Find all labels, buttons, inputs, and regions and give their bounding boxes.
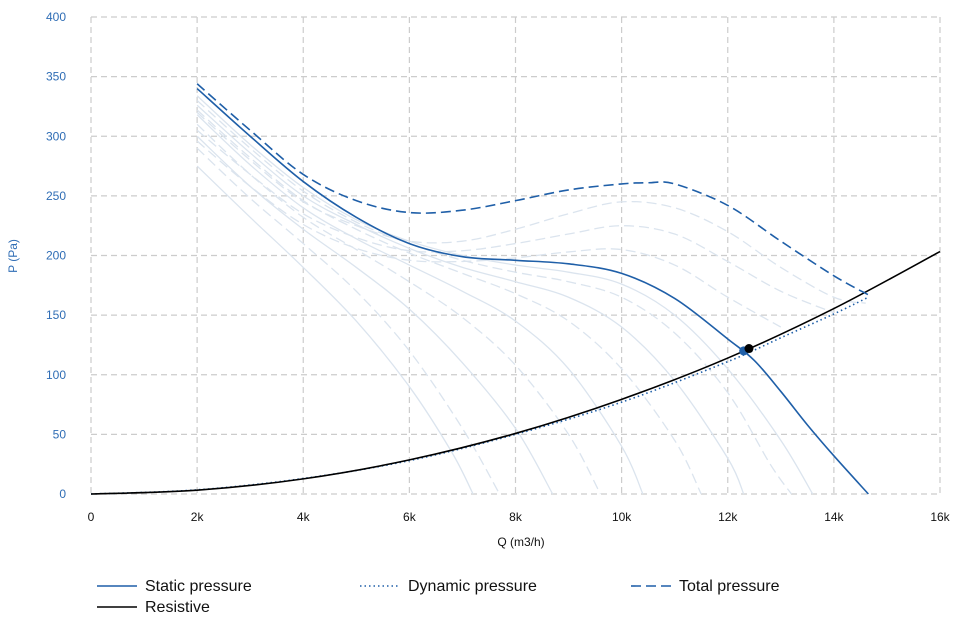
- y-tick-label: 100: [46, 368, 66, 382]
- background-curve: [196, 129, 835, 314]
- series-line-total-pressure: [196, 83, 869, 296]
- legend: Static pressure Dynamic pressure Total pre…: [97, 578, 780, 616]
- series-line-resistive: [90, 250, 941, 495]
- series-line-dynamic-pressure: [90, 296, 869, 495]
- x-axis-ticks: 0 2k 4k 6k 8k 10k 12k 14k 16k: [88, 510, 951, 524]
- y-tick-label: 0: [59, 487, 66, 501]
- x-tick-label: 6k: [403, 510, 417, 524]
- background-curve: [196, 114, 644, 495]
- background-curve: [196, 104, 745, 495]
- operating-points: [739, 344, 754, 356]
- legend-item-static-pressure: Static pressure: [97, 578, 252, 595]
- grid: [90, 16, 941, 495]
- series-line-static-pressure: [196, 87, 869, 495]
- x-axis-label: Q (m3/h): [497, 535, 544, 549]
- x-tick-label: 12k: [718, 510, 738, 524]
- background-curve: [196, 140, 782, 328]
- y-tick-label: 350: [46, 70, 66, 84]
- x-tick-label: 4k: [297, 510, 311, 524]
- background-curve: [196, 99, 792, 495]
- legend-item-resistive: Resistive: [97, 599, 210, 616]
- legend-label: Static pressure: [145, 578, 252, 595]
- background-curve: [196, 165, 474, 495]
- y-axis-ticks: 0 50 100 150 200 250 300 350 400: [46, 10, 66, 501]
- y-axis-label: P (Pa): [6, 239, 20, 273]
- legend-item-dynamic-pressure: Dynamic pressure: [360, 578, 537, 595]
- background-curves: [196, 95, 866, 495]
- y-tick-label: 200: [46, 249, 66, 263]
- main-curves: [90, 83, 941, 495]
- operating-point: [744, 344, 754, 354]
- x-tick-label: 10k: [612, 510, 632, 524]
- x-tick-label: 8k: [509, 510, 523, 524]
- x-tick-label: 14k: [824, 510, 844, 524]
- y-tick-label: 250: [46, 189, 66, 203]
- background-curve: [196, 147, 501, 495]
- legend-label: Dynamic pressure: [408, 578, 537, 595]
- background-curve: [196, 109, 702, 495]
- background-curve: [196, 123, 601, 495]
- background-curve: [196, 95, 814, 495]
- x-tick-label: 16k: [930, 510, 950, 524]
- x-tick-label: 0: [88, 510, 95, 524]
- y-tick-label: 400: [46, 10, 66, 24]
- y-tick-label: 150: [46, 308, 66, 322]
- background-curve: [196, 111, 866, 304]
- y-tick-label: 300: [46, 129, 66, 143]
- y-tick-label: 50: [53, 427, 67, 441]
- legend-label: Total pressure: [679, 578, 780, 595]
- legend-item-total-pressure: Total pressure: [631, 578, 780, 595]
- x-tick-label: 2k: [191, 510, 205, 524]
- legend-label: Resistive: [145, 599, 210, 616]
